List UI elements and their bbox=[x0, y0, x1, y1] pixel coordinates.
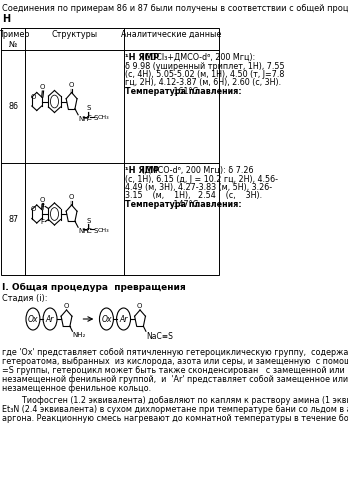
Text: (CDCl₃+ДМСО-d⁶, 200 Мгц):: (CDCl₃+ДМСО-d⁶, 200 Мгц): bbox=[139, 53, 255, 62]
Text: 3.15    (м,    1H),   2.54    (с,    3H).: 3.15 (м, 1H), 2.54 (с, 3H). bbox=[126, 191, 263, 200]
Text: Пример
№: Пример № bbox=[0, 30, 30, 49]
Text: O: O bbox=[31, 206, 36, 212]
Text: Et₃N (2.4 эквивалента) в сухом дихлорметане при температуре бани со льдом в атмо: Et₃N (2.4 эквивалента) в сухом дихлормет… bbox=[2, 405, 348, 414]
Text: O: O bbox=[31, 93, 36, 99]
Text: 87: 87 bbox=[8, 215, 18, 224]
Text: =S группы, гетероцикл может быть также сконденсирован   с замещенной или: =S группы, гетероцикл может быть также с… bbox=[2, 366, 345, 375]
Text: S: S bbox=[94, 115, 98, 121]
Text: гетероатома, выбранных  из кислорода, азота или серы, и замещенную  с помощью =O: гетероатома, выбранных из кислорода, азо… bbox=[2, 357, 348, 366]
Text: O: O bbox=[40, 197, 45, 203]
Text: O: O bbox=[63, 303, 69, 309]
Bar bbox=[1, 28, 219, 275]
Text: NH: NH bbox=[78, 228, 89, 235]
Text: 86: 86 bbox=[8, 102, 18, 111]
Text: незамещенной фенильной группой,  и  'Ar' представляет собой замещенное или: незамещенной фенильной группой, и 'Ar' п… bbox=[2, 375, 348, 384]
Text: Температура плавления:: Температура плавления: bbox=[126, 200, 242, 209]
Text: C: C bbox=[86, 228, 91, 234]
Text: Температура плавления:: Температура плавления: bbox=[126, 87, 242, 96]
Text: O: O bbox=[69, 81, 74, 87]
Text: Структуры: Структуры bbox=[52, 30, 97, 39]
Text: C: C bbox=[86, 115, 91, 121]
Text: F: F bbox=[41, 219, 45, 225]
Text: O: O bbox=[69, 194, 74, 200]
Text: H: H bbox=[2, 14, 10, 24]
Text: Аналитические данные: Аналитические данные bbox=[121, 30, 221, 39]
Text: Тиофосген (1.2 эквивалента) добавляют по каплям к раствору амина (1 эквивалент),: Тиофосген (1.2 эквивалента) добавляют по… bbox=[2, 396, 348, 405]
Text: 161°C: 161°C bbox=[171, 87, 198, 96]
Text: Ox: Ox bbox=[101, 314, 112, 323]
Text: I. Общая процедура  превращения: I. Общая процедура превращения bbox=[2, 283, 185, 292]
Text: где 'Ox' представляет собой пятичленную гетероциклическую группу,  содержащую дв: где 'Ox' представляет собой пятичленную … bbox=[2, 348, 348, 357]
Text: NH: NH bbox=[78, 116, 89, 122]
Text: F: F bbox=[41, 204, 45, 210]
Text: Стадия (i):: Стадия (i): bbox=[2, 294, 47, 303]
Text: (с, 4H), 5.05-5.02 (м, 1H), 4.50 (т, J=7.8: (с, 4H), 5.05-5.02 (м, 1H), 4.50 (т, J=7… bbox=[126, 70, 285, 79]
Text: CH₃: CH₃ bbox=[98, 228, 109, 233]
Text: (ДМСО-d⁶, 200 Мгц): δ 7.26: (ДМСО-d⁶, 200 Мгц): δ 7.26 bbox=[139, 166, 253, 175]
Text: Ar: Ar bbox=[119, 314, 128, 323]
Text: NH₂: NH₂ bbox=[72, 332, 86, 338]
Text: 147°C: 147°C bbox=[171, 200, 198, 209]
Text: Ar: Ar bbox=[46, 314, 54, 323]
Text: незамещенное фенильное кольцо.: незамещенное фенильное кольцо. bbox=[2, 384, 151, 393]
Text: S: S bbox=[86, 105, 90, 111]
Text: CH₃: CH₃ bbox=[98, 115, 109, 120]
Text: гц, 2H), 4.12-3.87 (м, 6H), 2.60 (с, 3H).: гц, 2H), 4.12-3.87 (м, 6H), 2.60 (с, 3H)… bbox=[126, 78, 282, 87]
Text: O: O bbox=[40, 84, 45, 90]
Text: Соединения по примерам 86 и 87 были получены в соответствии с общей процедурой: Соединения по примерам 86 и 87 были полу… bbox=[2, 4, 348, 13]
Text: O: O bbox=[137, 303, 142, 309]
Text: аргона. Реакционную смесь нагревают до комнатной температуры в течение более 3: аргона. Реакционную смесь нагревают до к… bbox=[2, 414, 348, 423]
Text: S: S bbox=[86, 218, 90, 224]
Text: ¹H ЯМР: ¹H ЯМР bbox=[126, 53, 160, 62]
Text: Ox: Ox bbox=[28, 314, 38, 323]
Text: (с, 1H), 6.15 (д, J = 10.2 гц, 2H), 4.56-: (с, 1H), 6.15 (д, J = 10.2 гц, 2H), 4.56… bbox=[126, 175, 278, 184]
Text: 4.49 (м, 3H), 4.27-3.83 (м, 5H), 3.26-: 4.49 (м, 3H), 4.27-3.83 (м, 5H), 3.26- bbox=[126, 183, 272, 192]
Text: δ 9.98 (уширенный триплет, 1H), 7.55: δ 9.98 (уширенный триплет, 1H), 7.55 bbox=[126, 62, 285, 71]
Text: NaC≡S: NaC≡S bbox=[146, 332, 173, 341]
Text: S: S bbox=[94, 228, 98, 234]
Text: ¹H ЯМР: ¹H ЯМР bbox=[126, 166, 160, 175]
